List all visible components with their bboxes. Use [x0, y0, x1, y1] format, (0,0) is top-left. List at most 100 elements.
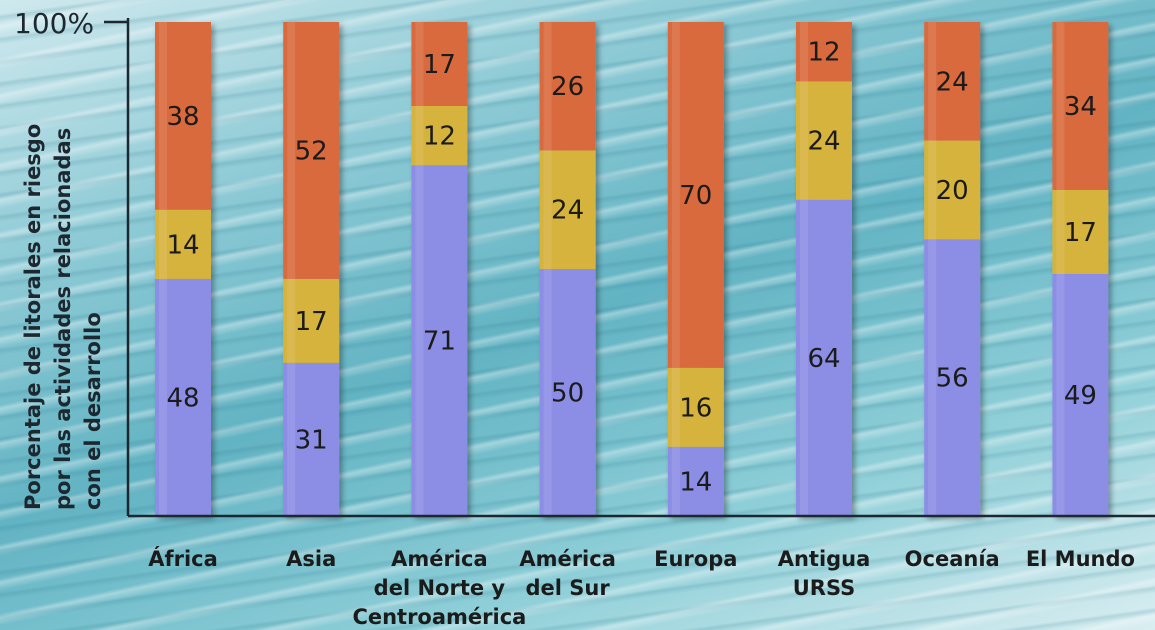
category-labels: África Asia América del Norte y Centroaméric… [148, 546, 1135, 629]
bar-segment-highlight [415, 22, 424, 106]
bar-segment [539, 22, 596, 151]
category-label-line: Centroamérica [352, 605, 526, 629]
category-label-line: Asia [286, 547, 336, 571]
category-label-line: América [391, 547, 488, 571]
bar-segment-highlight [287, 278, 296, 363]
bar-value-label: 12 [423, 122, 456, 152]
bar-segment-highlight [159, 209, 167, 279]
bar-segment [1052, 22, 1109, 190]
bar-value-label: 49 [1064, 381, 1097, 411]
bar-segment [411, 22, 468, 106]
category-label: El Mundo [1026, 547, 1135, 571]
bar-stack [411, 22, 468, 516]
bar-value-label: 48 [166, 383, 199, 413]
bar-value-label: 52 [295, 136, 328, 166]
bar-segment [539, 269, 596, 516]
bar-stack [155, 22, 211, 516]
category-label: África [148, 546, 218, 571]
bar-segment-highlight [1056, 22, 1065, 190]
bar-value-label: 17 [423, 50, 456, 80]
category-label-line: Antigua [778, 547, 871, 571]
bar-value-label: 24 [936, 67, 969, 97]
bar-segment-highlight [671, 446, 680, 516]
category-label: Oceanía [905, 547, 1000, 571]
bar-value-label: 71 [423, 327, 456, 357]
bar-segment-highlight [1056, 189, 1065, 274]
category-label-line: Europa [654, 547, 737, 571]
bar-segment-highlight [287, 362, 296, 516]
bar-segment [924, 22, 981, 141]
bar-segment-highlight [543, 22, 552, 151]
bar-segment-highlight [159, 278, 167, 516]
category-label: Asia [286, 547, 336, 571]
bar-segment-highlight [1056, 273, 1065, 516]
y-axis-label-line-1: Porcentaje de litorales en riesgo [21, 124, 45, 510]
bar-segment [155, 22, 211, 210]
bar-segment-highlight [671, 367, 680, 447]
bar-value-label: 38 [166, 102, 199, 132]
bar-segment [1052, 273, 1109, 516]
bar-value-label: 26 [551, 72, 584, 102]
category-label-line: El Mundo [1026, 547, 1135, 571]
bar-segment [283, 278, 340, 363]
category-label: Europa [654, 547, 737, 571]
bar-segment-highlight [415, 105, 424, 166]
bar-segment-highlight [415, 165, 424, 516]
bar-segment-highlight [543, 269, 552, 516]
y-axis-label: Porcentaje de litorales en riesgo por la… [21, 116, 105, 510]
category-label: Antigua URSS [778, 547, 871, 600]
bar-segment-highlight [800, 199, 808, 516]
bar-segment [411, 165, 468, 516]
bar-segment [283, 22, 340, 279]
axis-layer [104, 18, 1155, 518]
category-label-line: URSS [793, 576, 856, 600]
bar-segment [796, 22, 852, 82]
bar-value-label: 24 [551, 196, 584, 226]
bar-value-label: 24 [807, 127, 840, 157]
bar-segment-highlight [543, 150, 552, 269]
bar-value-label: 70 [679, 181, 712, 211]
bar-segment [667, 446, 724, 516]
bar-segment-highlight [928, 22, 937, 141]
bar-stack [667, 22, 724, 516]
y-axis-label-line-2: por las actividades relacionadas [51, 128, 75, 510]
bar-value-label: 17 [295, 307, 328, 337]
bar-value-label: 16 [679, 393, 712, 423]
bar-segment [283, 362, 340, 516]
bar-segment-highlight [287, 22, 296, 279]
bar-segment-highlight [671, 22, 680, 368]
bar-value-label: 20 [936, 176, 969, 206]
bar-segment [796, 199, 852, 516]
bar-value-label: 12 [807, 38, 840, 68]
category-label-line: del Norte y [374, 576, 506, 600]
bar-stack [796, 22, 852, 516]
bar-value-label: 56 [936, 364, 969, 394]
category-label-line: África [148, 546, 218, 571]
bar-stack [539, 22, 596, 516]
bar-value-label: 64 [807, 344, 840, 374]
bar-segment [539, 150, 596, 269]
bar-segment-highlight [928, 140, 937, 240]
bar-value-label: 17 [1064, 218, 1097, 248]
bar-stack [924, 22, 981, 517]
bar-segment-highlight [928, 239, 937, 517]
category-label-line: Oceanía [905, 547, 1000, 571]
bar-value-label: 34 [1064, 92, 1097, 122]
bar-stack [283, 22, 340, 516]
bar-segment [155, 209, 211, 279]
bar-value-label: 50 [551, 379, 584, 409]
bar-segment [155, 278, 211, 516]
y-tick-100: 100% [14, 7, 94, 40]
category-label-line: del Sur [525, 576, 610, 600]
bar-value-label: 31 [295, 425, 328, 455]
category-label: América del Norte y Centroamérica [352, 547, 526, 629]
bar-value-label: 14 [679, 467, 712, 497]
bar-segment-highlight [800, 22, 808, 82]
bar-stack [1052, 22, 1109, 516]
bar-segment [796, 81, 852, 200]
bar-value-label: 14 [166, 230, 199, 260]
bar-segment-highlight [159, 22, 167, 210]
category-label: América del Sur [519, 547, 616, 600]
bar-segment [1052, 189, 1109, 274]
